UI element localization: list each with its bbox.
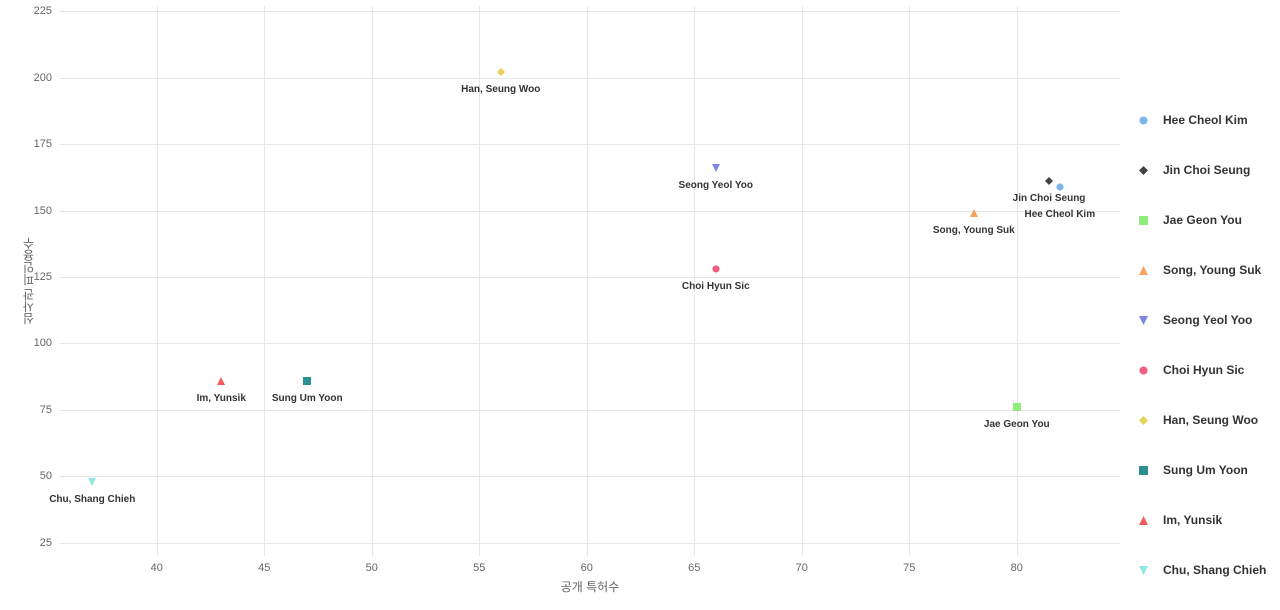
legend-label: Seong Yeol Yoo xyxy=(1163,313,1252,327)
scatter-point[interactable] xyxy=(712,265,720,273)
x-tick-label: 45 xyxy=(258,562,270,574)
y-tick-label: 50 xyxy=(40,470,52,482)
gridline-vertical xyxy=(587,6,588,556)
legend-marker-icon xyxy=(1135,312,1151,328)
legend-item[interactable]: Sung Um Yoon xyxy=(1135,460,1266,480)
legend-marker-icon xyxy=(1135,512,1151,528)
scatter-point[interactable] xyxy=(1013,403,1021,411)
gridline-horizontal xyxy=(60,543,1120,544)
gridline-horizontal xyxy=(60,277,1120,278)
scatter-point-label: Han, Seung Woo xyxy=(461,84,540,95)
y-tick-label: 75 xyxy=(40,404,52,416)
gridline-vertical xyxy=(157,6,158,556)
x-tick-label: 50 xyxy=(366,562,378,574)
scatter-point[interactable] xyxy=(217,377,225,385)
x-tick-label: 40 xyxy=(151,562,163,574)
y-tick-label: 100 xyxy=(34,337,52,349)
legend-item[interactable]: Jae Geon You xyxy=(1135,210,1266,230)
legend-marker-icon xyxy=(1135,412,1151,428)
x-tick-label: 80 xyxy=(1011,562,1023,574)
y-tick-label: 175 xyxy=(34,138,52,150)
gridline-horizontal xyxy=(60,211,1120,212)
legend-item[interactable]: Im, Yunsik xyxy=(1135,510,1266,530)
legend-item[interactable]: Choi Hyun Sic xyxy=(1135,360,1266,380)
scatter-point[interactable] xyxy=(303,377,311,385)
x-tick-label: 65 xyxy=(688,562,700,574)
legend-item[interactable]: Song, Young Suk xyxy=(1135,260,1266,280)
scatter-point[interactable] xyxy=(88,478,96,486)
gridline-vertical xyxy=(372,6,373,556)
legend-label: Han, Seung Woo xyxy=(1163,413,1258,427)
legend-marker-icon xyxy=(1135,212,1151,228)
gridline-horizontal xyxy=(60,343,1120,344)
legend-label: Jin Choi Seung xyxy=(1163,163,1250,177)
x-tick-label: 60 xyxy=(581,562,593,574)
legend-marker-icon xyxy=(1135,362,1151,378)
gridline-vertical xyxy=(909,6,910,556)
legend: Hee Cheol Kim Jin Choi Seung Jae Geon You S… xyxy=(1135,110,1266,610)
gridline-horizontal xyxy=(60,11,1120,12)
legend-marker-icon xyxy=(1135,162,1151,178)
legend-item[interactable]: Seong Yeol Yoo xyxy=(1135,310,1266,330)
scatter-point[interactable] xyxy=(970,209,978,217)
scatter-point[interactable] xyxy=(1045,177,1053,185)
scatter-point-label: Im, Yunsik xyxy=(197,393,246,404)
legend-marker-icon xyxy=(1135,112,1151,128)
legend-label: Sung Um Yoon xyxy=(1163,463,1248,477)
gridline-horizontal xyxy=(60,476,1120,477)
legend-label: Chu, Shang Chieh xyxy=(1163,563,1266,577)
gridline-horizontal xyxy=(60,410,1120,411)
legend-marker-icon xyxy=(1135,462,1151,478)
x-tick-label: 75 xyxy=(903,562,915,574)
scatter-point-label: Choi Hyun Sic xyxy=(682,281,750,292)
legend-item[interactable]: Chu, Shang Chieh xyxy=(1135,560,1266,580)
y-tick-label: 150 xyxy=(34,205,52,217)
legend-label: Choi Hyun Sic xyxy=(1163,363,1244,377)
y-tick-label: 225 xyxy=(34,5,52,17)
x-tick-label: 55 xyxy=(473,562,485,574)
legend-marker-icon xyxy=(1135,562,1151,578)
scatter-point-label: Hee Cheol Kim xyxy=(1025,209,1096,220)
scatter-point-label: Sung Um Yoon xyxy=(272,393,343,404)
gridline-vertical xyxy=(264,6,265,556)
gridline-vertical xyxy=(802,6,803,556)
gridline-horizontal xyxy=(60,144,1120,145)
scatter-point-label: Jae Geon You xyxy=(984,419,1050,430)
gridline-horizontal xyxy=(60,78,1120,79)
scatter-point-label: Song, Young Suk xyxy=(933,225,1015,236)
scatter-point-label: Jin Choi Seung xyxy=(1013,193,1086,204)
gridline-vertical xyxy=(1017,6,1018,556)
legend-item[interactable]: Han, Seung Woo xyxy=(1135,410,1266,430)
legend-label: Jae Geon You xyxy=(1163,213,1242,227)
y-axis-title: 심사관 피인용수 xyxy=(20,237,37,324)
scatter-point-label: Chu, Shang Chieh xyxy=(49,494,135,505)
scatter-point[interactable] xyxy=(712,164,720,172)
legend-item[interactable]: Jin Choi Seung xyxy=(1135,160,1266,180)
scatter-point[interactable] xyxy=(497,68,505,76)
legend-item[interactable]: Hee Cheol Kim xyxy=(1135,110,1266,130)
y-tick-label: 25 xyxy=(40,537,52,549)
x-tick-label: 70 xyxy=(796,562,808,574)
scatter-point[interactable] xyxy=(1056,183,1064,191)
x-axis-title: 공개 특허수 xyxy=(561,578,620,595)
legend-label: Hee Cheol Kim xyxy=(1163,113,1248,127)
scatter-point-label: Seong Yeol Yoo xyxy=(679,180,753,191)
y-tick-label: 200 xyxy=(34,72,52,84)
scatter-plot-area: 2550751001251501752002254045505560657075… xyxy=(60,6,1120,556)
legend-marker-icon xyxy=(1135,262,1151,278)
legend-label: Im, Yunsik xyxy=(1163,513,1222,527)
legend-label: Song, Young Suk xyxy=(1163,263,1261,277)
